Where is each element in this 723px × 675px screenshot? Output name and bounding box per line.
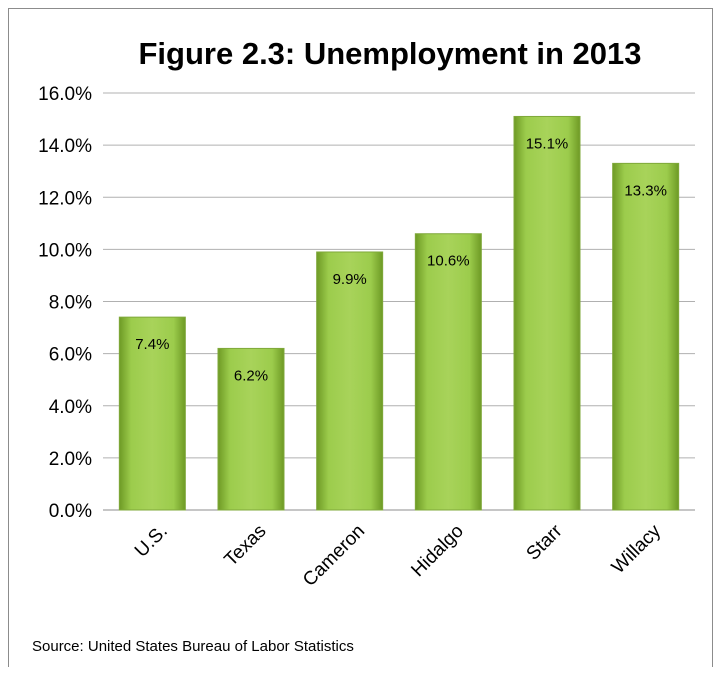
bar	[513, 115, 581, 511]
data-labels: 7.4% 6.2% 9.9% 10.6% 15.1% 13.3%	[135, 135, 667, 384]
data-label: 10.6%	[427, 253, 470, 270]
bar	[217, 347, 285, 511]
y-tick-label: 12.0%	[38, 188, 92, 209]
chart-frame	[8, 8, 713, 667]
x-tick-label: Cameron	[299, 521, 369, 591]
y-axis-ticks: 0.0% 2.0% 4.0% 6.0% 8.0% 10.0% 12.0% 14.0% 16.0%	[38, 84, 92, 522]
y-tick-label: 10.0%	[38, 240, 92, 261]
x-tick-label: Hidalgo	[407, 521, 467, 581]
bar	[316, 251, 384, 511]
x-tick-label: Texas	[221, 521, 271, 571]
x-tick-label: Starr	[523, 520, 567, 564]
y-tick-label: 2.0%	[49, 449, 92, 470]
x-tick-label: U.S.	[131, 521, 172, 562]
data-label: 9.9%	[333, 271, 367, 288]
chart-title: Figure 2.3: Unemployment in 2013	[138, 36, 642, 71]
y-tick-label: 8.0%	[49, 293, 92, 314]
y-tick-label: 16.0%	[38, 84, 92, 105]
x-tick-label: Willacy	[608, 520, 666, 578]
y-tick-label: 14.0%	[38, 136, 92, 157]
bar	[612, 162, 680, 511]
data-label: 6.2%	[234, 367, 268, 384]
bars	[118, 115, 680, 511]
gridlines	[103, 92, 695, 511]
y-tick-label: 0.0%	[49, 501, 92, 522]
y-tick-label: 6.0%	[49, 345, 92, 366]
data-label: 13.3%	[624, 182, 667, 199]
data-label: 7.4%	[135, 336, 169, 353]
bar	[118, 316, 186, 511]
x-axis-ticks: U.S. Texas Cameron Hidalgo Starr Willacy	[131, 520, 666, 591]
y-tick-label: 4.0%	[49, 397, 92, 418]
data-label: 15.1%	[526, 135, 569, 152]
source-note: Source: United States Bureau of Labor St…	[32, 638, 354, 655]
bar	[414, 233, 482, 511]
